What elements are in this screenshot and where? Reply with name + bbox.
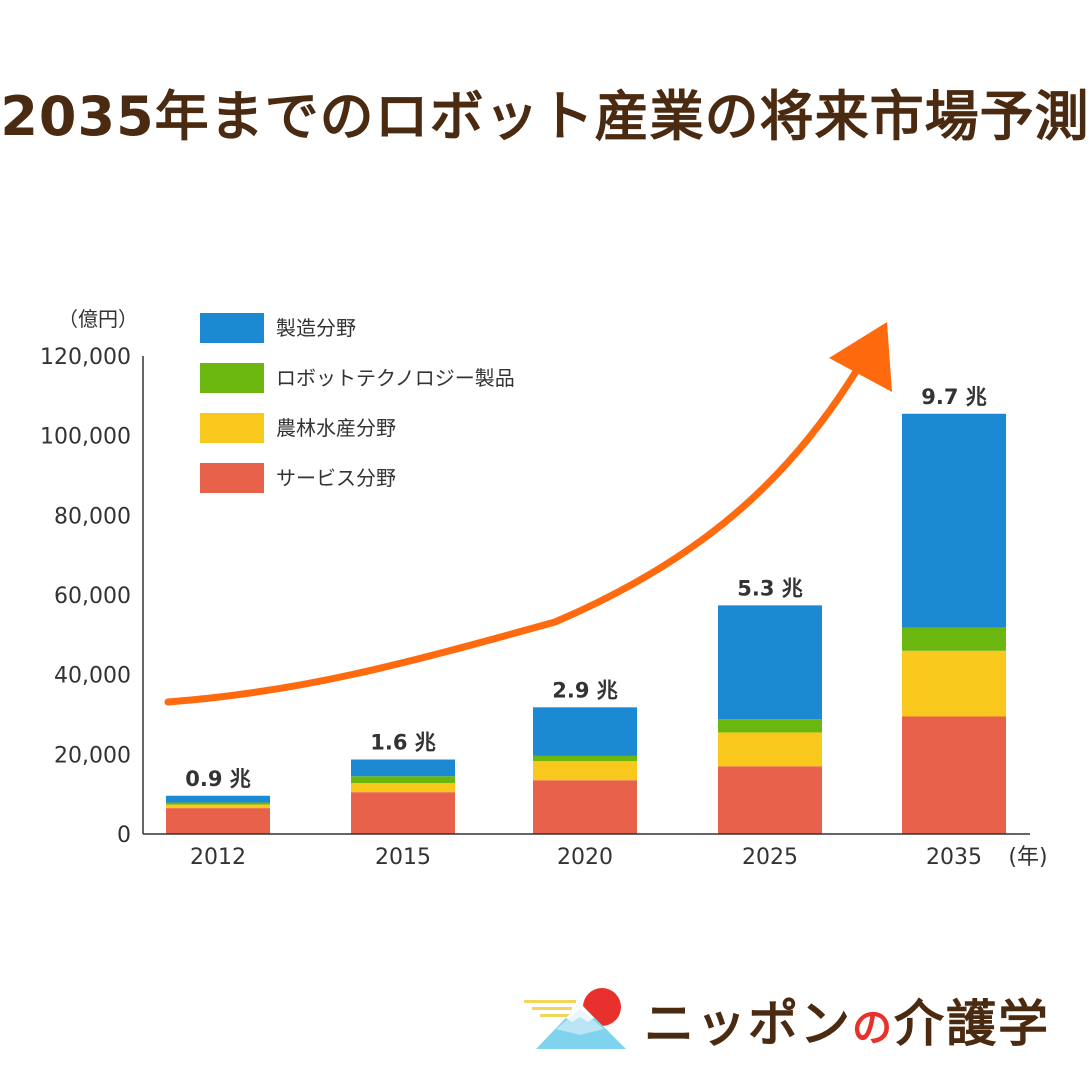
y-tick-label: 120,000 xyxy=(40,345,131,370)
x-tick-label: 2025 xyxy=(742,845,798,870)
bar-total-label: 2.9 兆 xyxy=(552,678,618,702)
bar-segment xyxy=(166,804,270,809)
bar-segment xyxy=(718,732,822,767)
bar-total-label: 9.7 兆 xyxy=(921,385,987,409)
bar-segment xyxy=(718,719,822,733)
arrow-head-icon xyxy=(829,322,892,392)
brand-logo: ニッポンの介護学 xyxy=(522,985,1050,1055)
legend-swatch xyxy=(200,463,264,493)
logo-text-part-1: ニッポン xyxy=(644,995,852,1053)
legend-swatch xyxy=(200,313,264,343)
mount-fuji-sun-icon xyxy=(524,988,626,1049)
bar-segment xyxy=(166,795,270,803)
bar-segment xyxy=(533,707,637,756)
y-tick-label: 60,000 xyxy=(54,584,131,609)
bar-total-label: 0.9 兆 xyxy=(185,767,251,791)
y-tick-label: 20,000 xyxy=(54,743,131,768)
x-tick-label: 2015 xyxy=(375,845,431,870)
legend-swatch xyxy=(200,413,264,443)
x-tick-label: 2012 xyxy=(190,845,246,870)
bar-segment xyxy=(533,780,637,834)
bar-segment xyxy=(533,755,637,762)
bar-segment xyxy=(351,776,455,784)
x-tick-label: 2020 xyxy=(557,845,613,870)
bar-segment xyxy=(902,716,1006,834)
y-tick-label: 40,000 xyxy=(54,664,131,689)
x-tick-label: 2035 xyxy=(926,845,982,870)
y-tick-label: 100,000 xyxy=(40,425,131,450)
bar-segment xyxy=(351,783,455,793)
y-tick-label: 0 xyxy=(117,823,131,848)
bar-segment xyxy=(351,792,455,834)
bar-segment xyxy=(718,605,822,720)
y-axis: 0 20,000 40,000 60,000 80,000 100,000 120,000 （… xyxy=(40,307,144,848)
legend-label: サービス分野 xyxy=(276,466,396,490)
legend-label: ロボットテクノロジー製品 xyxy=(276,366,515,390)
bars: 0.9 兆 1.6 兆 2.9 兆 5.3 兆 9.7 兆 xyxy=(166,385,1006,834)
y-tick-label: 80,000 xyxy=(54,504,131,529)
bar-segment xyxy=(351,759,455,777)
bar-segment xyxy=(902,650,1006,717)
trend-line xyxy=(164,361,864,706)
bar-total-label: 5.3 兆 xyxy=(737,576,803,600)
bar-segment xyxy=(166,808,270,834)
bar-total-label: 1.6 兆 xyxy=(370,731,436,755)
x-axis: 2012 2015 2020 2025 2035 (年) xyxy=(143,833,1048,870)
legend-label: 製造分野 xyxy=(276,316,356,340)
bar-segment xyxy=(718,766,822,834)
logo-text-no: の xyxy=(852,1005,894,1051)
x-unit-label: (年) xyxy=(1008,845,1047,870)
legend-label: 農林水産分野 xyxy=(276,416,396,440)
bar-segment xyxy=(902,627,1006,651)
logo-text: ニッポンの介護学 xyxy=(644,984,1050,1056)
bar-segment xyxy=(902,413,1006,628)
bar-segment xyxy=(533,761,637,781)
y-unit-label: （億円） xyxy=(58,307,138,331)
legend-swatch xyxy=(200,363,264,393)
trend-arrow xyxy=(164,322,892,706)
chart-title: 2035年までのロボット産業の将来市場予測 xyxy=(0,85,1090,148)
logo-text-part-2: 介護学 xyxy=(894,995,1050,1053)
bar-segment xyxy=(166,802,270,805)
